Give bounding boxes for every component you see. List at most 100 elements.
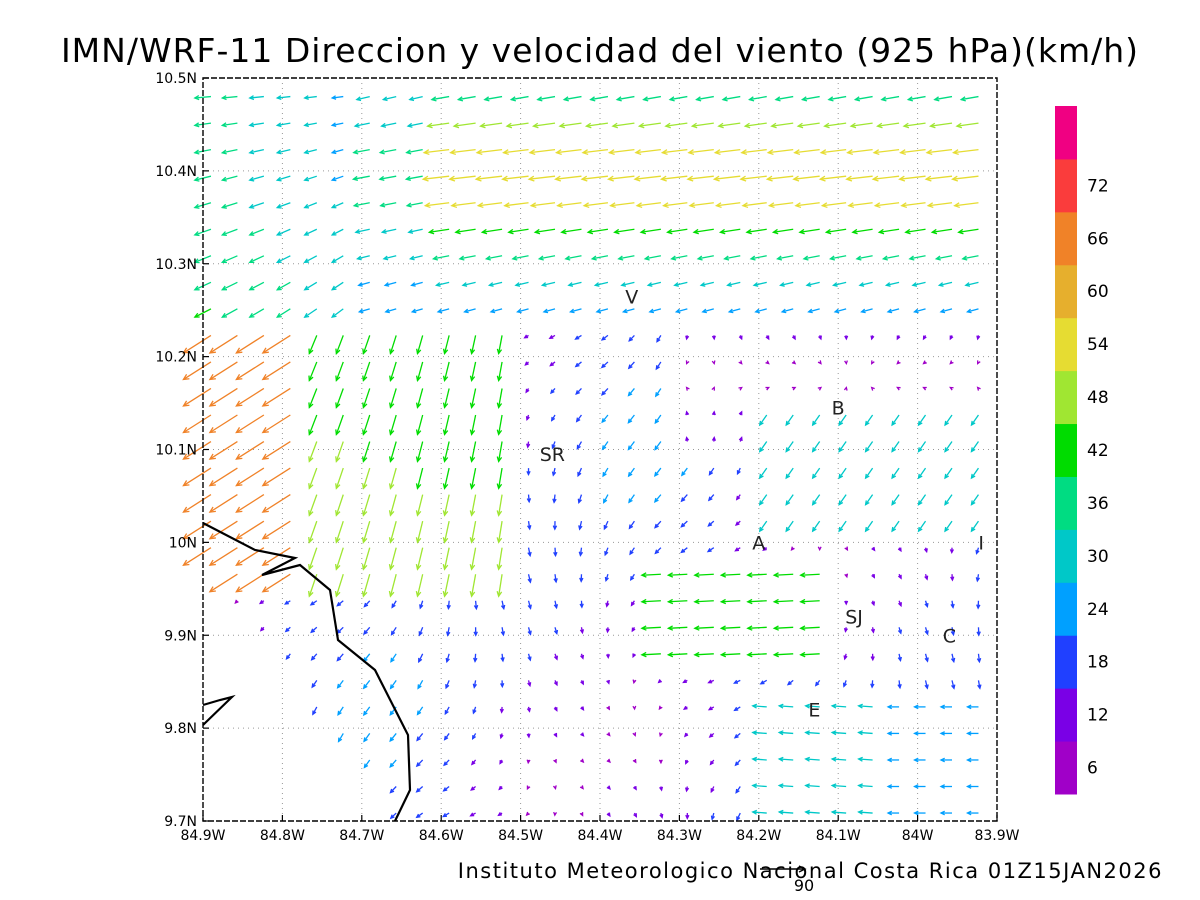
wind-vector-head	[765, 386, 771, 391]
wind-vector-head	[419, 604, 424, 610]
wind-vector	[336, 600, 344, 607]
wind-vector-shaft	[335, 520, 344, 543]
colorbar-segment	[1055, 317, 1077, 372]
wind-vector-shaft	[236, 467, 265, 487]
wind-vector-shaft	[357, 255, 370, 260]
wind-vector-head	[379, 202, 386, 208]
wind-vector-head	[554, 149, 562, 156]
wind-vector	[693, 598, 714, 605]
wind-vector-head	[431, 255, 439, 261]
wind-vector	[442, 414, 450, 436]
wind-vector-head	[791, 335, 796, 341]
wind-vector-head	[710, 788, 715, 794]
wind-vector-shaft	[482, 228, 503, 233]
wind-vector-head	[718, 228, 726, 235]
wind-vector-head	[748, 96, 755, 102]
wind-vector-head	[261, 506, 269, 513]
wind-vector-head	[330, 122, 337, 128]
wind-vector-head	[235, 506, 243, 513]
wind-vector-shaft	[183, 361, 212, 380]
wind-vector	[259, 626, 265, 632]
wind-vector	[759, 679, 768, 685]
wind-vector	[303, 149, 317, 155]
wind-vector-shaft	[800, 626, 820, 629]
wind-vector-shaft	[335, 467, 344, 489]
wind-vector	[335, 494, 344, 517]
wind-vector	[637, 122, 661, 129]
wind-vector-shaft	[498, 547, 503, 570]
wind-vector-head	[235, 373, 243, 381]
wind-vector-head	[579, 577, 584, 583]
wind-vector-head	[220, 258, 227, 264]
wind-vector-head	[951, 684, 956, 690]
wind-vector	[220, 281, 238, 291]
wind-vector	[361, 494, 371, 517]
wind-vector	[235, 387, 265, 407]
wind-vector	[796, 122, 820, 129]
wind-vector-shaft	[805, 811, 820, 814]
wind-vector-shaft	[382, 228, 397, 233]
wind-vector-head	[708, 470, 714, 476]
wind-vector-head	[950, 657, 956, 664]
wind-vector	[643, 255, 661, 261]
wind-vector	[362, 653, 371, 663]
wind-vector	[509, 95, 529, 102]
wind-vector-head	[896, 360, 901, 365]
wind-vector-shaft	[236, 573, 265, 593]
wind-vector	[886, 731, 900, 736]
colorbar-label: 6	[1087, 759, 1098, 779]
wind-vector	[950, 653, 956, 664]
wind-vector-head	[470, 760, 476, 766]
wind-vector	[937, 281, 953, 287]
wind-vector	[452, 122, 476, 129]
wind-vector-head	[361, 537, 368, 544]
wind-vector	[550, 388, 556, 395]
wind-vector-head	[653, 497, 659, 503]
wind-vector-head	[579, 812, 584, 817]
wind-vector-shaft	[800, 653, 820, 656]
wind-vector-head	[551, 471, 557, 477]
wind-vector-head	[871, 546, 876, 552]
wind-vector	[701, 308, 714, 314]
wind-vector	[248, 122, 264, 128]
wind-vector	[553, 732, 558, 738]
wind-vector-shaft	[643, 95, 661, 101]
wind-vector-head	[693, 651, 700, 658]
wind-vector-shaft	[512, 255, 529, 260]
wind-vector-shaft	[389, 520, 397, 543]
wind-vector-shaft	[718, 122, 741, 127]
wind-vector	[632, 679, 637, 685]
wind-vector	[600, 388, 609, 396]
wind-vector-head	[739, 175, 747, 182]
wind-vector	[473, 600, 479, 611]
wind-vector-head	[310, 628, 316, 634]
wind-vector	[933, 95, 953, 102]
wind-vector	[924, 574, 929, 581]
wind-vector-shaft	[337, 706, 344, 716]
wind-vector-shaft	[443, 361, 450, 381]
wind-vector-shaft	[887, 308, 900, 313]
wind-vector	[853, 95, 873, 102]
wind-vector-head	[605, 628, 610, 634]
wind-vector-head	[709, 760, 714, 766]
coastline-south	[202, 694, 236, 726]
wind-vector	[723, 255, 741, 261]
wind-vector	[580, 175, 609, 182]
wind-vector	[526, 706, 531, 713]
wind-vector-head	[310, 655, 316, 661]
wind-vector-head	[525, 416, 530, 422]
wind-vector-shaft	[221, 308, 238, 318]
wind-vector-shaft	[498, 414, 503, 435]
wind-vector-head	[193, 95, 200, 101]
wind-vector-head	[542, 308, 549, 314]
wind-vector-head	[261, 400, 269, 407]
wind-vector-head	[407, 229, 414, 234]
wind-vector	[970, 441, 980, 453]
wind-vector-shaft	[667, 228, 688, 233]
wind-vector	[738, 335, 743, 341]
wind-vector	[496, 521, 503, 544]
wind-vector	[505, 122, 529, 129]
wind-vector	[662, 202, 688, 209]
wind-vector-shaft	[362, 547, 371, 570]
wind-vector	[590, 255, 609, 261]
